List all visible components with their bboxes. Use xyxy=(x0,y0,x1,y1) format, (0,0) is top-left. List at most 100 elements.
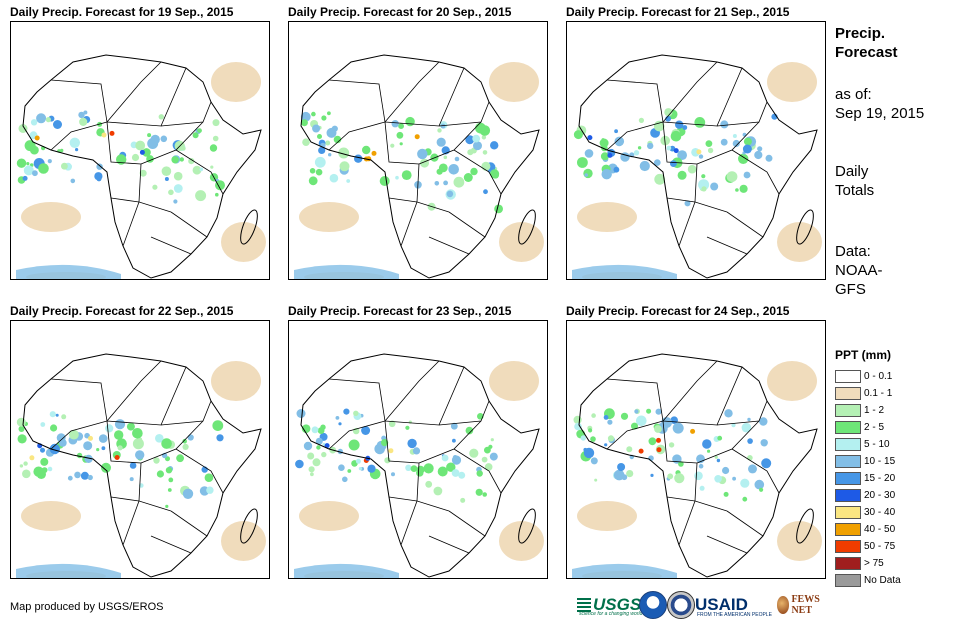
precip-blob xyxy=(353,410,359,416)
sidebar-data-line2: NOAA- xyxy=(835,262,883,279)
map-panel-2: Daily Precip. Forecast for 20 Sep., 2015 xyxy=(288,4,556,280)
sidebar-asof-date: Sep 19, 2015 xyxy=(835,105,925,122)
precip-blob xyxy=(701,186,707,192)
legend-swatch xyxy=(835,387,861,400)
country-border xyxy=(110,197,140,203)
precip-blob xyxy=(16,417,26,427)
precip-blob xyxy=(295,459,304,469)
precip-blob xyxy=(26,162,30,166)
precip-blob xyxy=(328,153,332,157)
country-border xyxy=(606,121,664,151)
precip-blob xyxy=(87,474,93,481)
heavy-precip-spot xyxy=(114,455,120,460)
precip-blob xyxy=(17,434,27,444)
legend-title: PPT (mm) xyxy=(835,348,892,362)
precip-blob xyxy=(490,438,494,442)
country-border xyxy=(666,496,696,502)
precip-blob xyxy=(446,190,454,198)
precip-blob xyxy=(83,441,93,451)
precip-blob xyxy=(179,157,184,162)
precip-blob xyxy=(633,150,640,156)
heavy-precip-spot xyxy=(139,149,145,155)
panel-title: Daily Precip. Forecast for 23 Sep., 2015 xyxy=(288,304,512,318)
precip-blob xyxy=(379,176,390,186)
light-precip-area xyxy=(489,62,539,102)
country-border xyxy=(388,496,418,502)
precip-blob xyxy=(398,123,404,129)
precip-blob xyxy=(699,485,705,491)
precip-blob xyxy=(338,422,342,426)
precip-blob xyxy=(698,154,704,159)
precip-blob xyxy=(60,148,64,153)
precip-blob xyxy=(472,134,481,143)
precip-blob xyxy=(47,159,52,164)
precip-blob xyxy=(684,200,691,207)
precip-blob xyxy=(743,137,752,146)
precip-blob xyxy=(321,115,327,121)
precip-blob xyxy=(329,173,339,183)
country-border xyxy=(328,378,386,422)
precip-blob xyxy=(30,119,38,126)
precip-blob xyxy=(176,454,185,463)
precip-blob xyxy=(460,497,466,503)
madagascar-outline xyxy=(240,209,258,245)
country-border xyxy=(662,420,698,464)
precip-blob xyxy=(678,461,684,467)
precip-blob xyxy=(167,488,172,492)
precip-blob xyxy=(580,435,586,441)
country-border xyxy=(438,101,490,127)
precip-blob xyxy=(687,164,697,174)
precip-blob xyxy=(210,165,214,169)
madagascar-outline xyxy=(518,209,536,245)
precip-blob xyxy=(475,488,483,496)
precip-blob xyxy=(583,168,593,179)
precip-blob xyxy=(437,128,442,133)
precip-blob xyxy=(126,422,135,431)
light-precip-area xyxy=(489,361,539,401)
precip-blob xyxy=(731,423,736,428)
southern-ocean-precip xyxy=(294,563,399,578)
country-border xyxy=(606,378,664,422)
noaa-logo-icon xyxy=(639,591,667,619)
country-border xyxy=(175,448,224,494)
precip-blob xyxy=(117,445,123,451)
coastline xyxy=(22,54,262,279)
precip-blob xyxy=(647,142,654,150)
country-border xyxy=(122,201,140,247)
country-border xyxy=(106,61,162,123)
precip-blob xyxy=(672,422,684,434)
light-precip-area xyxy=(577,202,637,232)
legend-label: 40 - 50 xyxy=(864,524,896,535)
precip-blob xyxy=(603,415,609,420)
precip-blob xyxy=(720,138,728,146)
coastline xyxy=(22,353,262,578)
precip-blob xyxy=(399,142,403,146)
precip-blob xyxy=(333,135,342,144)
precip-blob xyxy=(454,156,460,162)
precip-blob xyxy=(312,124,321,133)
precip-blob xyxy=(604,443,608,447)
heavy-precip-spot xyxy=(388,448,394,454)
country-border xyxy=(662,360,718,422)
precip-blob xyxy=(637,146,642,150)
precip-blob xyxy=(315,437,323,445)
precip-blob xyxy=(308,176,318,186)
precip-blob xyxy=(405,116,415,127)
panel-title: Daily Precip. Forecast for 21 Sep., 2015 xyxy=(566,5,790,19)
light-precip-area xyxy=(767,62,817,102)
precip-blob xyxy=(594,478,598,482)
precip-blob xyxy=(18,426,25,432)
precip-blob xyxy=(707,449,711,453)
light-precip-area xyxy=(211,361,261,401)
precip-blob xyxy=(590,457,598,465)
precip-blob xyxy=(484,463,493,471)
africa-map-graphic xyxy=(572,54,822,279)
precip-blob xyxy=(182,488,194,499)
precip-blob xyxy=(722,466,730,475)
country-border xyxy=(170,211,208,238)
legend-label: 2 - 5 xyxy=(864,422,885,433)
precip-blob xyxy=(646,408,652,414)
precip-blob xyxy=(401,170,412,181)
country-border xyxy=(662,121,698,165)
precip-blob xyxy=(308,466,315,473)
